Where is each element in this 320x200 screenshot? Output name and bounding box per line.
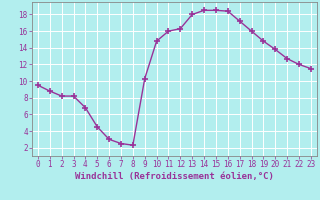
X-axis label: Windchill (Refroidissement éolien,°C): Windchill (Refroidissement éolien,°C) xyxy=(75,172,274,181)
